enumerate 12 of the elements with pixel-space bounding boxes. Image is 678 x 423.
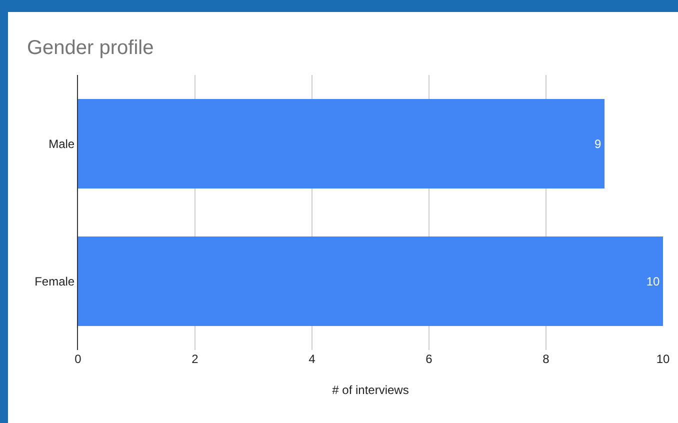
x-tick-label: 0	[74, 352, 82, 366]
x-tick-label: 6	[426, 352, 433, 366]
chart-title: Gender profile	[27, 37, 154, 59]
y-tick-label: Female	[34, 274, 75, 288]
x-tick-label: 10	[656, 352, 670, 366]
x-tick-label: 8	[542, 352, 550, 366]
y-tick-label: Male	[48, 136, 75, 151]
x-tick-label: 4	[308, 352, 316, 366]
x-axis-title: # of interviews	[332, 382, 409, 397]
data-label: 9	[594, 136, 602, 151]
x-tick-label: 2	[192, 352, 199, 366]
data-label: 10	[646, 274, 660, 288]
